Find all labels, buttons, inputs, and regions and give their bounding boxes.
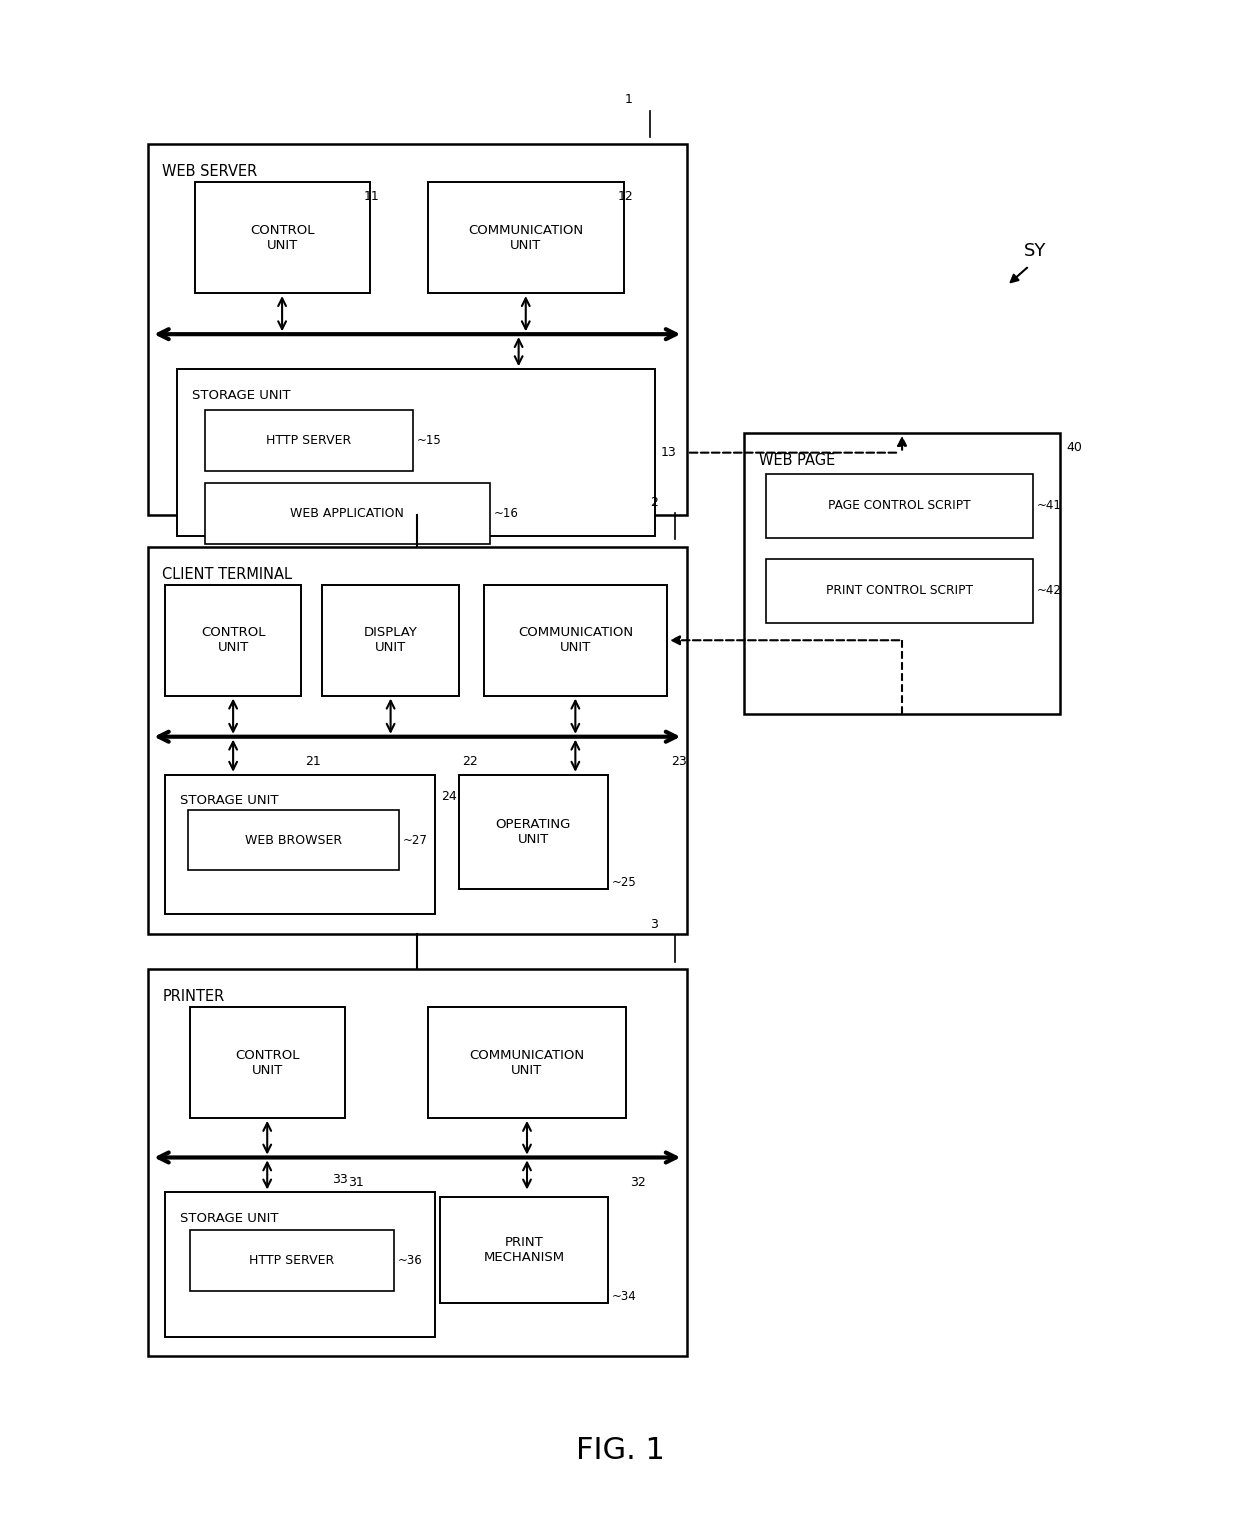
Text: PAGE CONTROL SCRIPT: PAGE CONTROL SCRIPT <box>828 500 971 512</box>
Bar <box>177 369 655 536</box>
Text: ~25: ~25 <box>611 875 636 889</box>
Text: HTTP SERVER: HTTP SERVER <box>267 434 351 447</box>
Bar <box>148 144 687 515</box>
Text: 31: 31 <box>348 1176 365 1189</box>
Text: ~41: ~41 <box>1037 500 1061 512</box>
Text: FIG. 1: FIG. 1 <box>575 1435 665 1466</box>
Text: WEB SERVER: WEB SERVER <box>162 164 258 179</box>
Text: ~16: ~16 <box>494 507 518 519</box>
Bar <box>322 585 459 696</box>
Text: 13: 13 <box>661 447 677 459</box>
Bar <box>428 1007 626 1118</box>
Text: COMMUNICATION
UNIT: COMMUNICATION UNIT <box>470 1048 584 1077</box>
Text: HTTP SERVER: HTTP SERVER <box>249 1255 335 1267</box>
Text: COMMUNICATION
UNIT: COMMUNICATION UNIT <box>518 626 632 655</box>
Bar <box>148 547 687 934</box>
Bar <box>148 969 687 1356</box>
Bar <box>766 474 1033 538</box>
Bar <box>190 1230 394 1291</box>
Bar <box>428 182 624 293</box>
Text: OPERATING
UNIT: OPERATING UNIT <box>496 817 570 846</box>
Text: 21: 21 <box>305 755 321 769</box>
Text: SY: SY <box>1024 242 1047 260</box>
Text: 2: 2 <box>650 495 657 509</box>
Text: 24: 24 <box>441 790 458 804</box>
Text: CONTROL
UNIT: CONTROL UNIT <box>234 1048 300 1077</box>
Text: CONTROL
UNIT: CONTROL UNIT <box>201 626 265 655</box>
Text: WEB BROWSER: WEB BROWSER <box>246 834 342 846</box>
Text: PRINTER: PRINTER <box>162 989 224 1004</box>
Text: 12: 12 <box>618 190 634 204</box>
Text: 22: 22 <box>463 755 479 769</box>
Text: 32: 32 <box>630 1176 646 1189</box>
Bar <box>440 1197 608 1303</box>
Text: CLIENT TERMINAL: CLIENT TERMINAL <box>162 567 293 582</box>
Bar <box>188 810 399 870</box>
Text: WEB PAGE: WEB PAGE <box>759 453 835 468</box>
Bar <box>190 1007 345 1118</box>
Text: STORAGE UNIT: STORAGE UNIT <box>192 389 290 403</box>
Text: DISPLAY
UNIT: DISPLAY UNIT <box>363 626 418 655</box>
Bar <box>205 410 413 471</box>
Text: ~27: ~27 <box>403 834 428 846</box>
Text: ~42: ~42 <box>1037 585 1061 597</box>
Text: 1: 1 <box>625 93 632 106</box>
Text: CONTROL
UNIT: CONTROL UNIT <box>249 223 315 252</box>
Text: STORAGE UNIT: STORAGE UNIT <box>180 794 278 808</box>
Bar <box>766 559 1033 623</box>
Bar <box>165 1192 435 1337</box>
Text: 33: 33 <box>332 1173 348 1186</box>
Text: ~15: ~15 <box>417 434 441 447</box>
Text: STORAGE UNIT: STORAGE UNIT <box>180 1212 278 1226</box>
Text: ~34: ~34 <box>611 1290 636 1303</box>
Text: 11: 11 <box>363 190 379 204</box>
Text: 40: 40 <box>1066 441 1083 454</box>
Text: 23: 23 <box>671 755 687 769</box>
Text: COMMUNICATION
UNIT: COMMUNICATION UNIT <box>469 223 583 252</box>
Bar <box>165 775 435 914</box>
Text: PRINT CONTROL SCRIPT: PRINT CONTROL SCRIPT <box>826 585 973 597</box>
Bar <box>744 433 1060 714</box>
Text: WEB APPLICATION: WEB APPLICATION <box>290 507 404 519</box>
Text: PRINT
MECHANISM: PRINT MECHANISM <box>484 1236 564 1264</box>
Bar <box>165 585 301 696</box>
Bar <box>205 483 490 544</box>
Text: 3: 3 <box>650 917 657 931</box>
Bar <box>459 775 608 889</box>
Bar <box>484 585 667 696</box>
Text: ~36: ~36 <box>398 1255 423 1267</box>
Bar <box>195 182 370 293</box>
